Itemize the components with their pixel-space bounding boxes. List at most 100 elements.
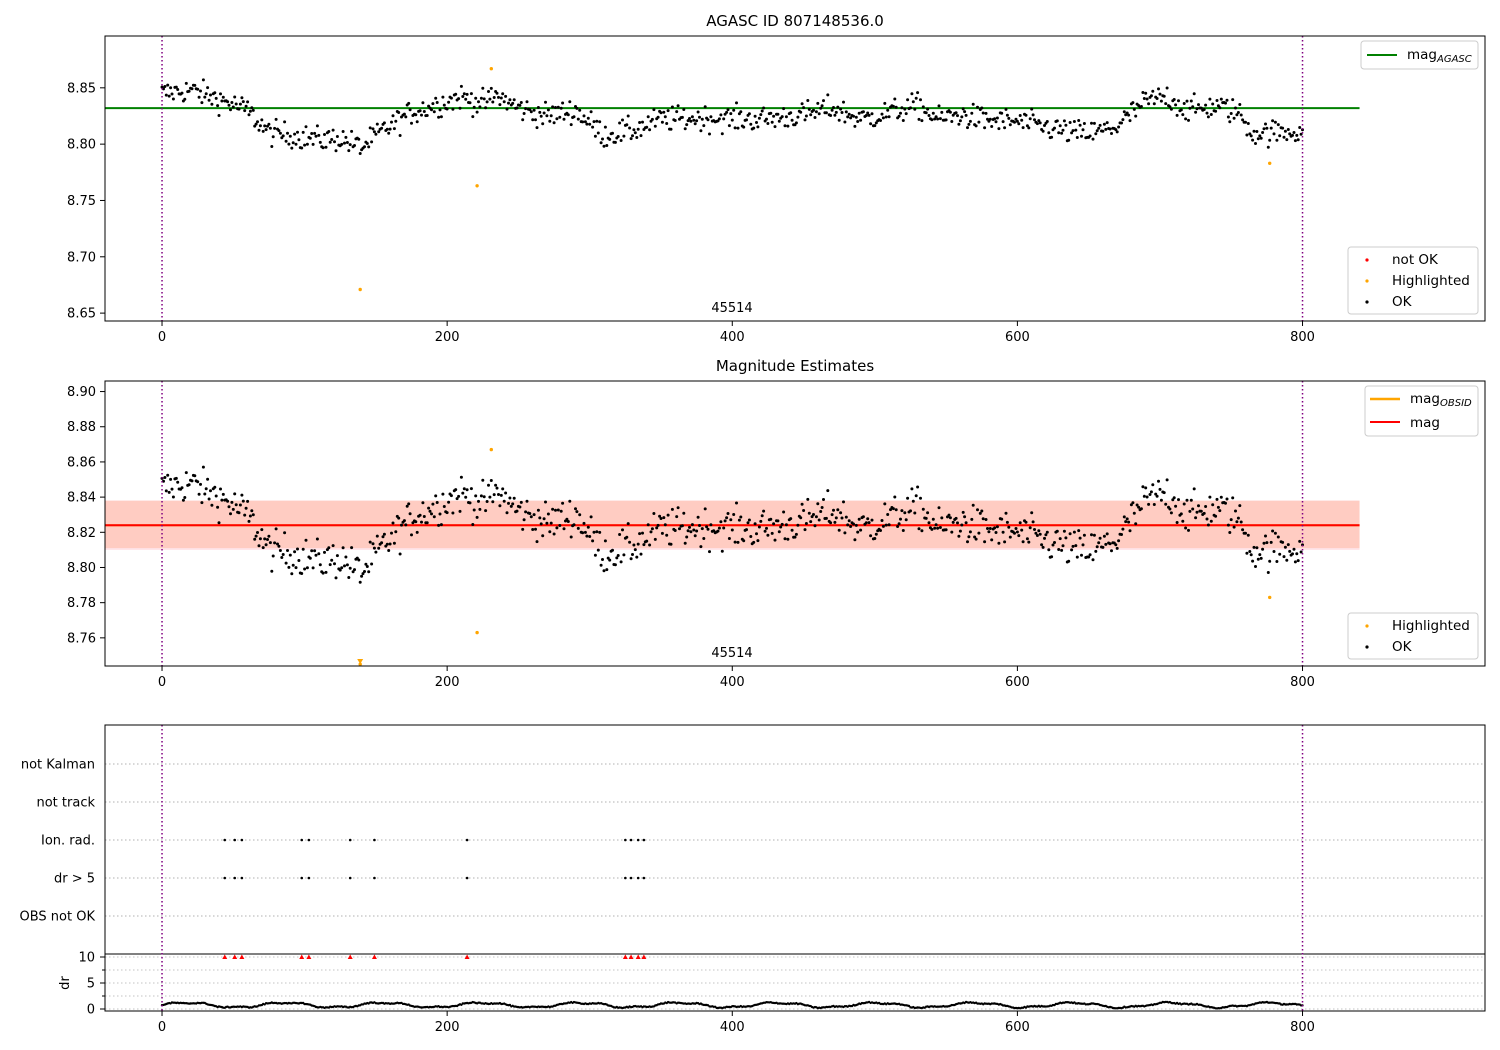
ok-point	[911, 100, 915, 104]
ok-point	[933, 117, 937, 121]
ok-point	[699, 129, 703, 133]
ok-point	[1060, 131, 1064, 135]
panel1-legend-bottom[interactable]: not OK Highlighted OK	[1347, 246, 1479, 315]
ok-point	[184, 81, 188, 85]
ok-point	[234, 503, 238, 507]
panel1-legend-top[interactable]: magAGASC	[1360, 40, 1479, 70]
ok-point	[380, 126, 384, 130]
ok-point	[219, 487, 222, 491]
ok-point	[839, 107, 843, 111]
ok-point	[1071, 129, 1075, 133]
ok-point	[1273, 120, 1277, 124]
ok-point	[505, 107, 509, 111]
ok-point	[705, 525, 709, 529]
ok-point	[545, 114, 549, 118]
ok-point	[482, 97, 486, 101]
ok-point	[1155, 494, 1159, 498]
ok-point	[1115, 546, 1119, 550]
ok-point	[368, 126, 372, 130]
ok-point	[719, 113, 723, 117]
ok-point	[836, 105, 840, 109]
ok-point	[1239, 520, 1243, 524]
ok-point	[402, 112, 406, 116]
dr-clipped-marker	[347, 954, 353, 959]
ok-point	[1265, 126, 1269, 130]
panel1-frame	[104, 35, 1486, 322]
ok-point	[1189, 99, 1193, 103]
ok-point	[1293, 139, 1297, 143]
ok-point	[454, 488, 458, 492]
dr-clipped-marker	[622, 954, 628, 959]
flag-point	[373, 838, 376, 842]
ok-point	[297, 559, 301, 562]
ok-point	[471, 523, 475, 526]
ok-point	[870, 518, 874, 522]
ok-point	[732, 513, 736, 516]
ok-point	[407, 101, 411, 105]
ok-point	[397, 111, 401, 114]
ok-point	[834, 110, 838, 114]
ok-point	[1061, 544, 1065, 548]
ok-point	[954, 111, 958, 115]
ok-point	[439, 115, 443, 119]
ok-point	[899, 111, 902, 115]
ok-point	[261, 546, 265, 550]
ok-point	[1281, 126, 1285, 130]
ok-point	[1139, 507, 1143, 511]
ok-point	[910, 92, 914, 96]
ok-point	[535, 540, 539, 544]
ok-point	[1292, 131, 1296, 134]
ok-point	[619, 560, 623, 564]
ok-point	[1035, 122, 1039, 126]
ok-point	[1179, 512, 1183, 516]
ok-point	[913, 511, 917, 515]
dr-clipped-marker	[464, 954, 470, 959]
ok-point	[314, 553, 318, 557]
ok-point	[216, 505, 220, 509]
ok-point	[1278, 134, 1282, 138]
ok-point	[924, 516, 928, 520]
ok-point	[927, 521, 931, 525]
ok-point	[230, 500, 234, 504]
ok-point	[534, 118, 537, 122]
ok-point	[1204, 103, 1208, 107]
ok-point	[601, 137, 604, 141]
ok-point	[515, 106, 519, 110]
y-tick-label: 8.88	[67, 420, 96, 435]
ok-point	[970, 111, 974, 115]
ok-point	[425, 114, 429, 117]
ok-point	[802, 509, 806, 512]
ok-point	[1265, 541, 1269, 545]
ok-point	[615, 556, 619, 560]
ok-point	[534, 527, 537, 531]
ok-point	[507, 101, 510, 105]
ok-point	[1007, 116, 1011, 120]
ok-point	[1124, 520, 1128, 524]
ok-point	[270, 145, 274, 148]
x-tick-label: 200	[435, 330, 460, 345]
panel2-legend-bottom[interactable]: Highlighted OK	[1347, 612, 1479, 660]
ok-point	[592, 530, 596, 534]
ok-point	[511, 101, 515, 105]
ok-point	[1142, 97, 1146, 100]
panel2-legend-top[interactable]: magOBSID mag	[1364, 385, 1479, 437]
ok-point	[1125, 517, 1129, 521]
ok-point	[442, 103, 446, 107]
ok-point	[646, 115, 650, 119]
ok-point	[770, 531, 774, 535]
ok-point	[729, 518, 733, 522]
ok-point	[445, 511, 449, 515]
ok-point	[1074, 128, 1078, 132]
ok-point	[1251, 559, 1255, 563]
ok-point	[1047, 131, 1051, 135]
ok-point	[199, 482, 202, 486]
ok-point	[880, 519, 884, 522]
ok-point	[284, 139, 288, 143]
ok-point	[1298, 126, 1302, 129]
ok-point	[1031, 520, 1035, 524]
ok-point	[465, 92, 469, 96]
ok-point	[680, 524, 684, 528]
ok-point	[849, 525, 853, 528]
ok-point	[187, 483, 191, 487]
ok-point	[966, 126, 969, 130]
